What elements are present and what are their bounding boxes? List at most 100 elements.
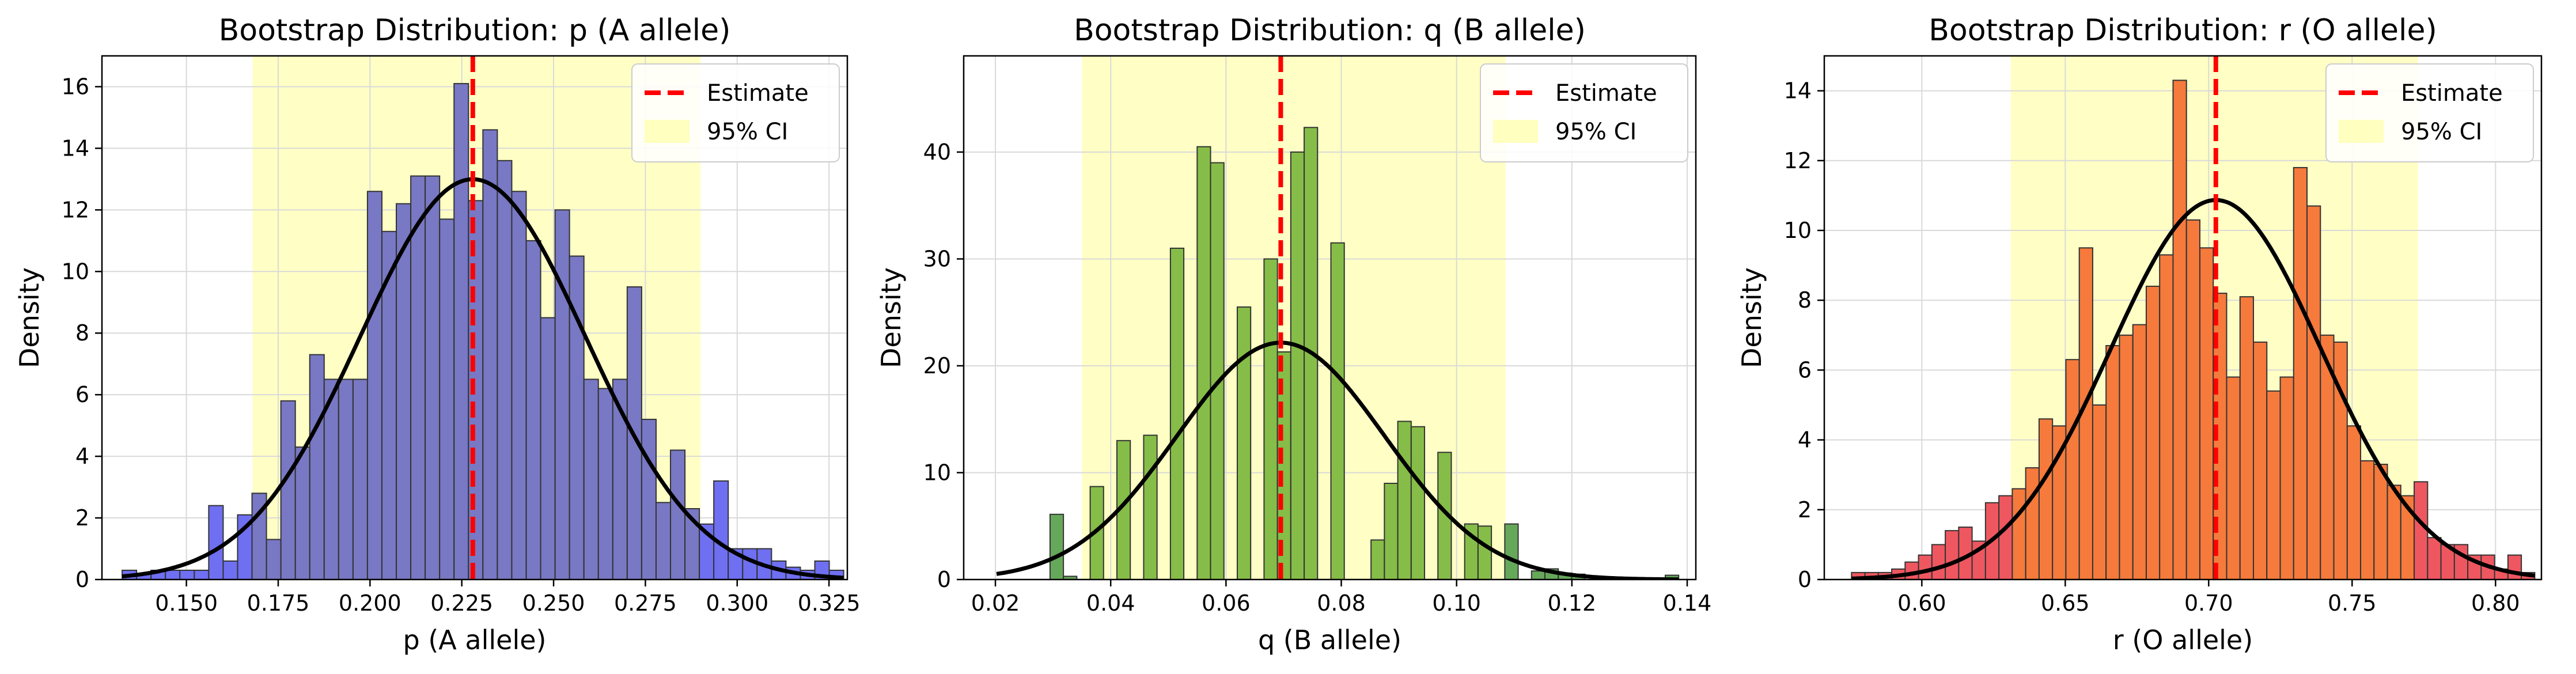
y-tick-label: 0 [1798, 567, 1812, 592]
histogram-bar [670, 449, 686, 580]
histogram-bar [396, 203, 412, 580]
normal-fit-curve [996, 340, 1679, 580]
y-tick-label: 14 [62, 135, 89, 161]
histogram-bar [453, 83, 469, 580]
histogram-bar [2132, 324, 2147, 580]
histogram-bar [2105, 344, 2120, 580]
y-tick-label: 16 [62, 74, 89, 99]
histogram-bar [2253, 341, 2268, 580]
legend-estimate-label: Estimate [707, 80, 809, 107]
histogram-bar [309, 354, 325, 581]
histogram-bar [2185, 219, 2200, 580]
legend-ci-label: 95% CI [2401, 119, 2482, 145]
histogram-bar [2346, 425, 2362, 580]
histogram-bar [1049, 513, 1065, 580]
y-tick-label: 10 [62, 259, 89, 284]
y-tick-label: 12 [62, 197, 89, 222]
x-tick-label: 0.200 [339, 590, 401, 616]
x-tick-label: 0.08 [1317, 590, 1366, 616]
chart-panel-3: 0.60 0.65 0.70 0.75 0.80 0 2 4 6 8 10 12 14 Bootstrap… [1736, 13, 2543, 656]
legend-box [631, 63, 840, 162]
y-tick-label: 12 [1784, 148, 1812, 173]
histogram-bar [222, 560, 238, 581]
histogram-bar [525, 240, 541, 580]
y-tick-label: 2 [1798, 497, 1812, 522]
histogram-bar [655, 502, 672, 581]
y-tick-label: 8 [1798, 287, 1812, 313]
legend-ci-swatch [645, 120, 690, 143]
histogram-bar [2092, 404, 2107, 580]
y-tick-label: 6 [1798, 357, 1812, 383]
y-tick-label: 6 [75, 382, 89, 407]
legend: Estimate 95% CI [2325, 63, 2534, 162]
legend-ci-label: 95% CI [707, 119, 788, 145]
y-tick-label: 8 [75, 320, 89, 346]
chart-panel-2: 0.02 0.04 0.06 0.08 0.10 0.12 0.14 0 10 20 30 40 Boo… [876, 13, 1711, 656]
histogram-bar [1504, 523, 1519, 580]
histogram-bar [2266, 390, 2281, 580]
y-tick-label: 30 [923, 246, 951, 271]
plot-frame [1823, 55, 2543, 581]
x-axis-label: p (A allele) [403, 624, 547, 656]
histogram-bar [294, 446, 310, 580]
x-tick-label: 0.12 [1548, 590, 1597, 616]
histogram-bar [366, 191, 382, 581]
legend-box [2325, 63, 2534, 162]
x-tick-label: 0.325 [798, 590, 861, 616]
histogram-bar [266, 539, 282, 580]
legend: Estimate 95% CI [631, 63, 840, 162]
histogram-bars [1049, 127, 1680, 581]
histogram-bar [208, 505, 224, 580]
x-tick-label: 0.70 [2184, 590, 2233, 616]
legend: Estimate 95% CI [1480, 63, 1688, 162]
histogram-bar [1477, 525, 1492, 580]
histogram-bar [1330, 242, 1345, 580]
histogram-bar [641, 418, 657, 580]
histogram-bar [1410, 426, 1426, 580]
x-tick-label: 0.150 [155, 590, 218, 616]
histogram-bar [2507, 554, 2522, 581]
y-tick-label: 10 [923, 460, 951, 485]
histogram-bar [554, 209, 570, 580]
histogram-bar [338, 378, 354, 580]
histogram-bar [1998, 495, 2013, 580]
histogram-bar [1384, 483, 1399, 581]
histogram-bar [1290, 151, 1305, 581]
x-axis-label: q (B allele) [1258, 624, 1401, 656]
histogram-bar [1210, 162, 1225, 580]
histogram-bar [2065, 359, 2080, 580]
histogram-bar [497, 160, 513, 580]
histogram-bar [2145, 285, 2161, 580]
x-tick-label: 0.60 [1897, 590, 1946, 616]
histogram-bar [1263, 258, 1278, 581]
histogram-bar [2011, 488, 2026, 580]
histogram-bar [482, 129, 498, 580]
legend-estimate-label: Estimate [2401, 80, 2503, 107]
y-tick-label: 4 [75, 444, 89, 469]
histogram-bar [1945, 530, 1960, 580]
y-tick-label: 2 [75, 505, 89, 531]
y-tick-label: 0 [75, 567, 89, 592]
legend-ci-swatch [2339, 120, 2384, 143]
chart-title: Bootstrap Distribution: q (B allele) [1074, 13, 1586, 48]
histogram-bar [2159, 254, 2174, 581]
y-tick-label: 0 [937, 567, 951, 592]
y-tick-label: 4 [1798, 427, 1812, 453]
histogram-bar [280, 400, 296, 581]
histogram-bar [194, 569, 210, 580]
histogram-bar [1531, 570, 1545, 580]
x-tick-label: 0.10 [1432, 590, 1481, 616]
y-tick-label: 14 [1784, 78, 1812, 104]
histogram-bar [2239, 296, 2255, 580]
histogram-bar [2373, 464, 2388, 581]
x-tick-label: 0.175 [247, 590, 310, 616]
histogram-bar [2025, 467, 2040, 581]
chart-title: Bootstrap Distribution: p (A allele) [219, 13, 731, 48]
histogram-bar [1370, 539, 1385, 580]
x-axis-label: r (O allele) [2113, 624, 2253, 656]
x-tick-label: 0.75 [2328, 590, 2377, 616]
histogram-bar [597, 388, 613, 580]
x-tick-label: 0.225 [430, 590, 493, 616]
plot-frame [963, 55, 1697, 581]
